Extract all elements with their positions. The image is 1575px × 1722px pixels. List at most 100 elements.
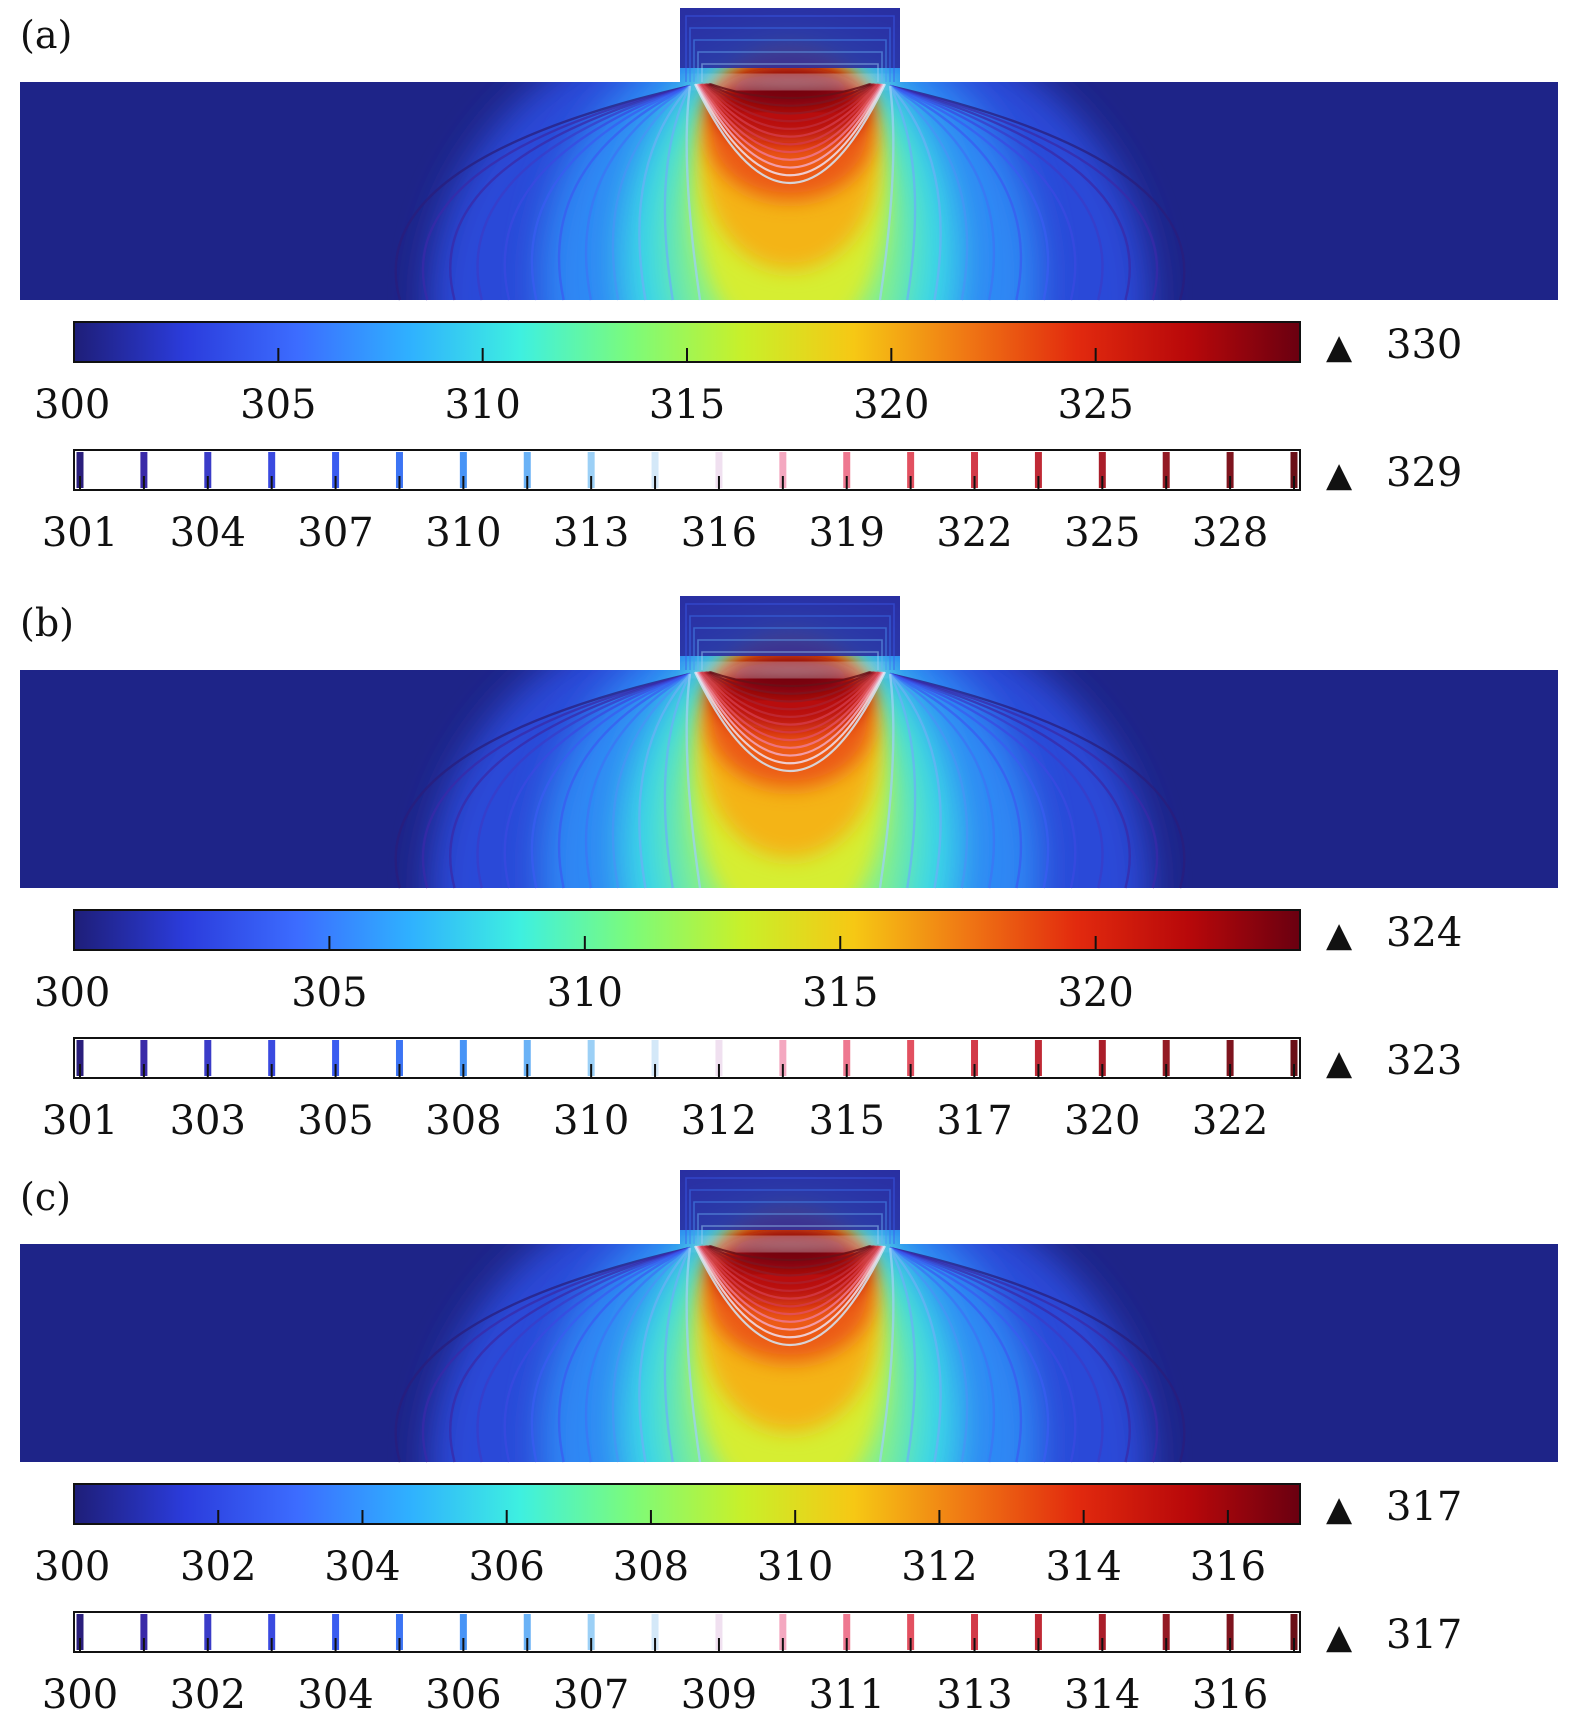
isotherm-line — [708, 671, 872, 695]
contour-legend-label: 315 — [809, 1098, 885, 1144]
contour-legend-label: 309 — [681, 1672, 757, 1718]
isotherm-line — [889, 85, 969, 301]
isotherm-line — [889, 672, 996, 889]
isotherm-line — [889, 1246, 1050, 1463]
contour-legend-label: 317 — [936, 1098, 1012, 1144]
contour-legend-label: 301 — [42, 510, 118, 556]
isotherm-line — [700, 671, 880, 734]
colorbar-tick-label: 306 — [469, 1544, 545, 1590]
contour-legend-label: 304 — [170, 510, 246, 556]
colorbar-tick-label: 300 — [34, 382, 110, 428]
isotherm-line — [584, 1246, 691, 1463]
isotherm-line — [476, 672, 691, 889]
isotherm-line — [888, 85, 917, 301]
isotherm-line — [889, 672, 1104, 889]
temperature-field — [20, 8, 1558, 300]
contour-legend-marks: 300 302 304 306 307 309 311 313 314 316 — [42, 1614, 1298, 1718]
colorbar-tick-label: 314 — [1045, 1544, 1121, 1590]
colorbar-tick-label: 320 — [853, 382, 929, 428]
isotherm-line — [889, 672, 1023, 889]
colorbar-tick-label: 320 — [1057, 970, 1133, 1016]
contour-legend-label: 311 — [809, 1672, 885, 1718]
isotherm-line — [700, 1245, 880, 1308]
panel-label: (c) — [20, 1175, 71, 1219]
isotherm-line — [699, 1245, 881, 1315]
isotherm-line — [696, 671, 884, 757]
isotherm-line — [889, 84, 1186, 301]
isotherm-line — [697, 1213, 883, 1244]
isotherm-line — [685, 673, 702, 889]
isotherm-line — [663, 1247, 692, 1463]
contour-legend-label: 303 — [170, 1098, 246, 1144]
isotherm-line — [889, 1246, 1131, 1463]
max-marker-icon: ▲ — [1326, 455, 1353, 495]
contour-legend-label: 302 — [170, 1672, 246, 1718]
isotherm-line — [530, 1246, 691, 1463]
isotherm-line — [701, 1225, 879, 1244]
isotherm-lines — [394, 15, 1186, 301]
isotherm-line — [889, 673, 942, 889]
isotherm-line — [530, 672, 691, 889]
isotherm-line — [689, 1189, 891, 1244]
isotherm-line — [708, 1245, 872, 1269]
contour-legend-box — [73, 1611, 1301, 1653]
colorbar-max-value: 330 — [1386, 322, 1462, 368]
max-marker-icon: ▲ — [1326, 1043, 1353, 1083]
isotherm-line — [889, 1246, 1186, 1463]
colorbar-tick-label: 310 — [757, 1544, 833, 1590]
colorbar-ticks: 300 302 304 306 308 310 312 314 316 — [34, 1510, 1266, 1590]
isotherm-line — [702, 1245, 878, 1300]
isotherm-line — [700, 83, 880, 146]
contour-legend-max-value: 317 — [1386, 1612, 1462, 1658]
isotherm-line — [889, 673, 969, 889]
contour-legend-label: 305 — [297, 1098, 373, 1144]
max-marker-icon: ▲ — [1326, 1489, 1353, 1529]
colorbar: 300 305 310 315 320 325 ▲ 330 — [34, 321, 1462, 428]
contour-legend-box — [73, 1037, 1301, 1079]
isotherm-line — [394, 84, 691, 301]
isotherm-line — [695, 1245, 885, 1339]
colorbar-max-value: 324 — [1386, 910, 1462, 956]
isotherm-line — [701, 63, 879, 82]
isotherm-line — [706, 1245, 874, 1277]
contour-legend: 301 304 307 310 313 316 319 322 325 328 ▲ 329 — [42, 449, 1462, 556]
isotherm-line — [889, 1246, 1023, 1463]
isotherm-line — [703, 83, 877, 130]
contour-legend-label: 310 — [425, 510, 501, 556]
isotherm-line — [421, 84, 691, 301]
isotherm-lines — [394, 1177, 1186, 1463]
isotherm-line — [888, 673, 917, 889]
isotherm-line — [663, 85, 692, 301]
contour-legend-label: 313 — [553, 510, 629, 556]
contour-legend: 301 303 305 308 310 312 315 317 320 322 ▲ 323 — [42, 1037, 1462, 1144]
isotherm-line — [889, 1246, 1159, 1463]
colorbar-tick-label: 302 — [180, 1544, 256, 1590]
isotherm-line — [685, 603, 895, 670]
simulation-domain — [20, 1170, 1558, 1463]
max-marker-icon: ▲ — [1326, 327, 1353, 367]
simulation-domain — [20, 596, 1558, 889]
contour-legend: 300 302 304 306 307 309 311 313 314 316 ▲ 317 — [42, 1611, 1462, 1718]
isotherm-line — [685, 85, 702, 301]
panel-label: (b) — [20, 601, 74, 645]
isotherm-lines — [394, 603, 1186, 889]
isotherm-line — [706, 671, 874, 703]
panel-c: (c) 300 302 304 306 308 310 312 314 316 ▲ 317 30… — [20, 1170, 1558, 1718]
isotherm-line — [889, 85, 942, 301]
contour-legend-label: 328 — [1192, 510, 1268, 556]
isotherm-line — [697, 639, 883, 670]
isotherm-line — [476, 1246, 691, 1463]
isotherm-line — [449, 1246, 691, 1463]
panel-a: (a) 300 305 310 315 320 325 ▲ 330 301 304 307 31… — [20, 8, 1558, 556]
isotherm-line — [685, 15, 895, 82]
max-marker-icon: ▲ — [1326, 1617, 1353, 1657]
isotherm-line — [699, 83, 881, 153]
contour-legend-box — [73, 449, 1301, 491]
colorbar-tick-label: 300 — [34, 1544, 110, 1590]
contour-legend-label: 301 — [42, 1098, 118, 1144]
isotherm-line — [611, 85, 691, 301]
isotherm-line — [888, 1247, 917, 1463]
isotherm-line — [878, 673, 895, 889]
isotherm-line — [878, 1247, 895, 1463]
